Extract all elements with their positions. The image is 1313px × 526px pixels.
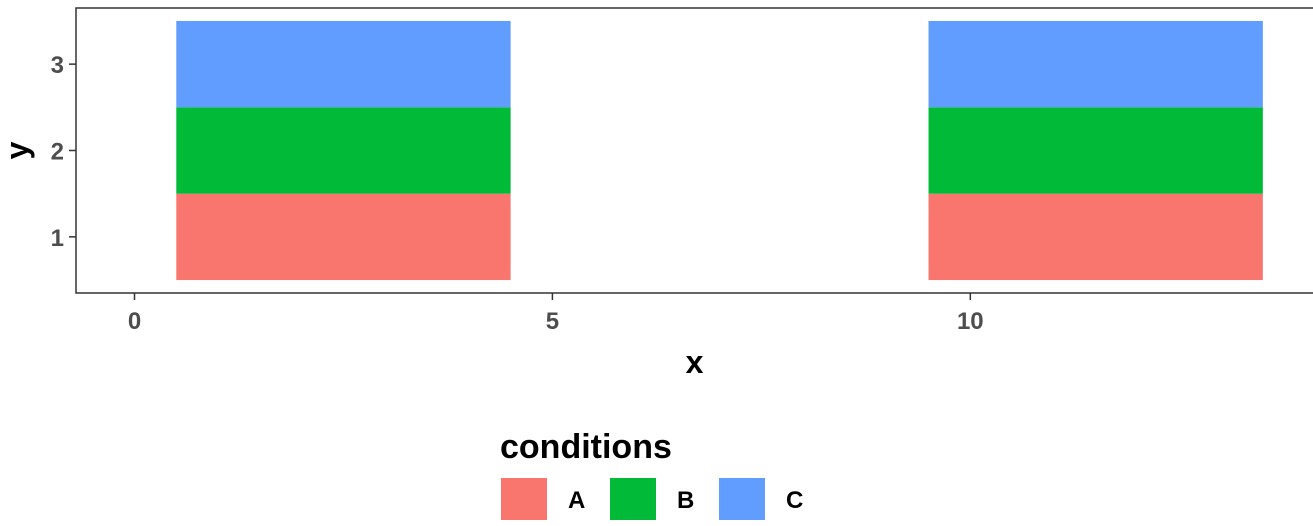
x-axis-title: x — [686, 344, 704, 380]
x-axis: 0 5 10 — [128, 293, 984, 335]
tiles-layer — [176, 20, 1263, 281]
legend-label-b: B — [677, 487, 694, 514]
y-axis: 1 2 3 — [51, 52, 76, 252]
tile-a-right — [928, 193, 1263, 281]
legend-key-b — [610, 478, 656, 520]
legend-key-c — [719, 478, 765, 520]
legend-key-a — [501, 478, 547, 520]
x-tick-label: 5 — [546, 308, 559, 335]
legend: conditions A B C — [500, 428, 803, 520]
tile-a-left — [176, 193, 511, 281]
legend-entries: A B C — [501, 478, 803, 520]
y-tick-label: 1 — [51, 225, 64, 252]
legend-label-a: A — [568, 487, 585, 514]
tile-b-right — [928, 107, 1263, 194]
legend-label-c: C — [786, 487, 803, 514]
y-tick-label: 3 — [51, 52, 64, 79]
x-tick-label: 10 — [957, 308, 984, 335]
tile-b-left — [176, 107, 511, 194]
x-tick-label: 0 — [128, 308, 141, 335]
legend-title: conditions — [500, 428, 672, 466]
y-axis-title: y — [0, 141, 35, 159]
tile-c-right — [928, 20, 1263, 108]
tile-c-left — [176, 20, 511, 108]
y-tick-label: 2 — [51, 139, 64, 166]
